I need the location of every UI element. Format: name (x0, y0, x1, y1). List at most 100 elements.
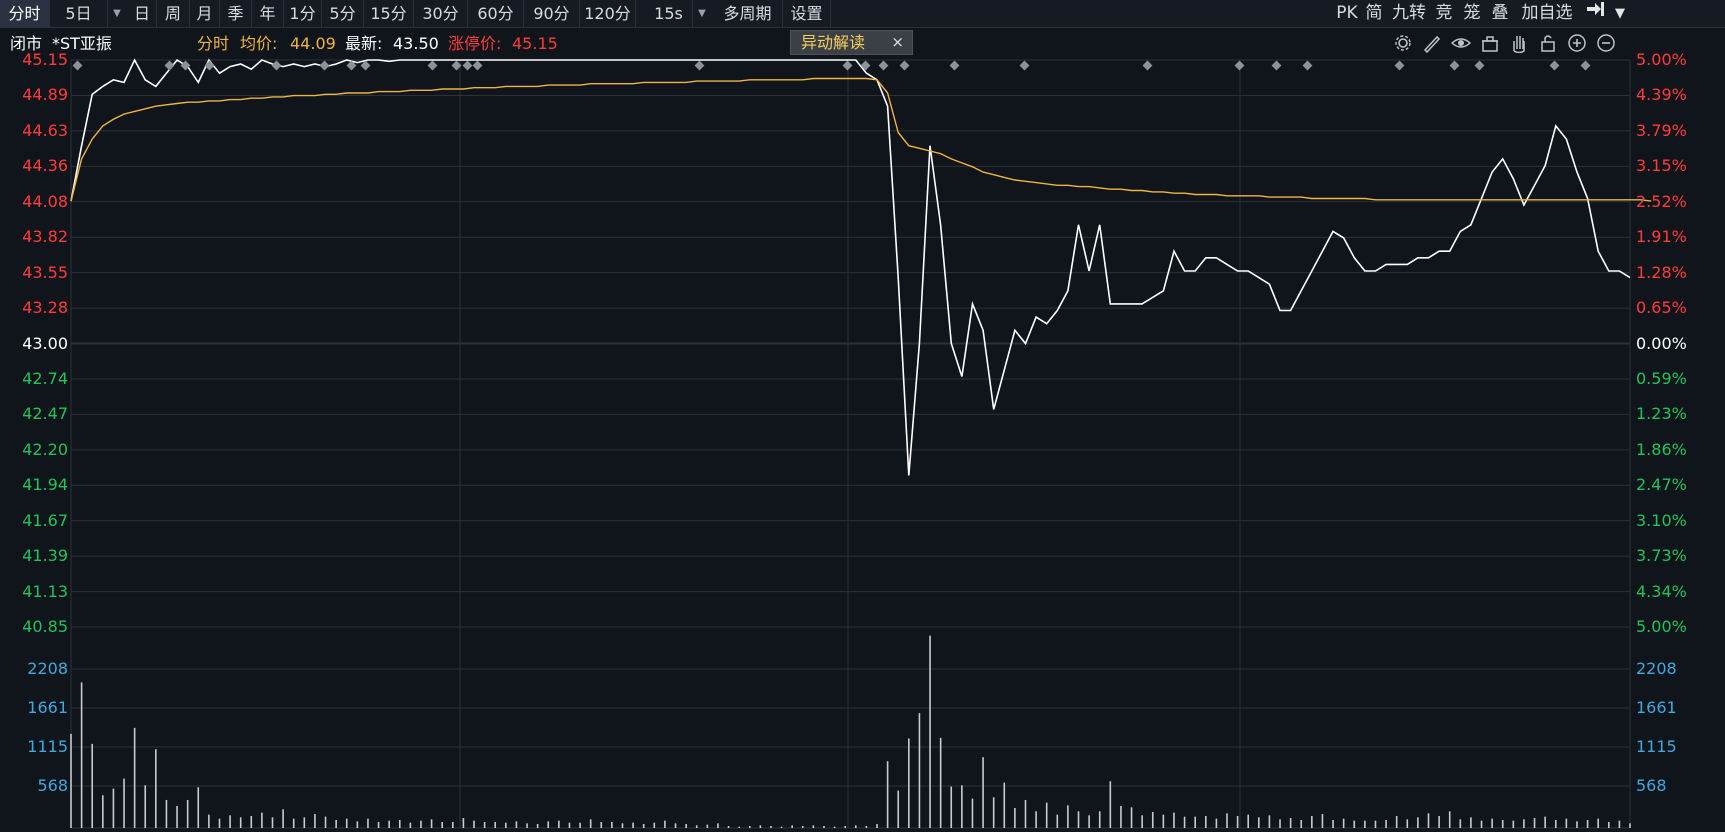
tab-13[interactable]: 90分 (524, 0, 580, 27)
volume-axis-label: 568 (37, 776, 68, 795)
pct-axis-label: 0.00% (1636, 333, 1687, 353)
price-axis-label: 43.00 (22, 333, 68, 353)
event-marker-icon (899, 60, 910, 71)
volume-axis-label: 1661 (27, 698, 68, 717)
pct-axis-label: 1.86% (1636, 439, 1687, 459)
avg-price-label: 均价: (240, 34, 278, 53)
gear-icon[interactable] (1392, 33, 1414, 53)
price-axis-label: 43.82 (22, 227, 68, 247)
eye-icon[interactable] (1450, 33, 1472, 53)
price-axis-label: 44.63 (22, 120, 68, 140)
toolbar-bid-button[interactable]: 竞 (1435, 3, 1453, 23)
pin-sidebar-icon[interactable] (1584, 0, 1608, 27)
price-axis-label: 41.67 (22, 510, 68, 530)
price-axis-label: 41.94 (22, 475, 68, 495)
pct-axis-label: 4.39% (1636, 85, 1687, 105)
event-marker-icon (1580, 60, 1591, 71)
pct-axis-label: 2.52% (1636, 191, 1687, 211)
price-axis-label: 44.89 (22, 85, 68, 105)
zoom-in-icon[interactable] (1566, 33, 1588, 53)
event-marker-icon (860, 60, 871, 71)
pct-axis-label: 2.47% (1636, 475, 1687, 495)
tab-16[interactable]: 多周期 (713, 0, 783, 27)
tab-5[interactable]: 月 (190, 0, 220, 27)
period-toolbar: 分时 5日日周月季年 1分 5分 15分 30分 60分 90分 120分 15s 多周期 设置 ▼ ▼ P… (0, 0, 1725, 28)
lock-icon[interactable] (1537, 33, 1559, 53)
volume-axis-label-right: 1661 (1636, 698, 1677, 717)
avg-price-line (70, 77, 1652, 202)
tab-9[interactable]: 5分 (322, 0, 364, 27)
pct-axis-label: 5.00% (1636, 50, 1687, 69)
close-icon[interactable]: × (891, 33, 904, 51)
event-marker-icon (878, 60, 889, 71)
tab-7[interactable]: 年 (252, 0, 284, 27)
price-axis-label: 44.36 (22, 156, 68, 176)
pct-axis-label: 0.65% (1636, 298, 1687, 318)
pct-axis-label: 1.28% (1636, 262, 1687, 282)
event-marker-icon (164, 60, 175, 71)
tab-1[interactable]: 分时 (0, 0, 50, 27)
anomaly-notice[interactable]: 异动解读 × (790, 30, 913, 55)
tab-10[interactable]: 15分 (364, 0, 414, 27)
toolbar-pk-button[interactable]: PK (1336, 3, 1358, 23)
price-axis-label: 42.20 (22, 439, 68, 459)
tab-14[interactable]: 120分 (580, 0, 636, 27)
lock-box-icon[interactable] (1479, 33, 1501, 53)
toolbar-nine-turn-button[interactable]: 九转 (1392, 3, 1426, 23)
stock-name: *ST亚振 (52, 34, 112, 53)
limit-up-label: 涨停价: (448, 34, 502, 53)
event-marker-icon (427, 60, 438, 71)
event-marker-icon (72, 60, 83, 71)
tab-11[interactable]: 30分 (414, 0, 468, 27)
price-axis-label: 43.28 (22, 298, 68, 318)
pct-axis-label: 3.73% (1636, 546, 1687, 566)
event-marker-icon (1142, 60, 1153, 71)
toolbar-add-watchlist-button[interactable]: 加自选 (1521, 3, 1573, 23)
5day-dropdown-icon[interactable]: ▼ (113, 8, 121, 19)
event-marker-icon (694, 60, 705, 71)
event-marker-icon (1394, 60, 1405, 71)
price-axis-label: 41.39 (22, 546, 68, 566)
volume-axis-label-right: 2208 (1636, 659, 1677, 678)
event-marker-icon (842, 60, 853, 71)
toolbar-overlay-button[interactable]: 叠 (1491, 3, 1509, 23)
tab-3[interactable]: 日 (128, 0, 157, 27)
chart-mode: 分时 (197, 34, 230, 53)
pct-axis-label: 1.23% (1636, 404, 1687, 424)
more-dropdown-icon[interactable]: ▼ (1615, 6, 1625, 21)
pct-axis-label: 3.15% (1636, 156, 1687, 176)
pct-axis-label: 3.10% (1636, 510, 1687, 530)
tab-15[interactable]: 15s (645, 0, 693, 27)
tab-2[interactable]: 5日 (50, 0, 108, 27)
event-marker-icon (204, 60, 215, 71)
pen-icon[interactable] (1421, 33, 1443, 54)
pct-axis-label: 5.00% (1636, 617, 1687, 636)
tab-4[interactable]: 周 (157, 0, 190, 27)
event-marker-icon (1474, 60, 1485, 71)
latest-price-label: 最新: (345, 34, 383, 53)
event-marker-icon (1271, 60, 1282, 71)
event-marker-icon (180, 60, 191, 71)
15s-dropdown-icon[interactable]: ▼ (698, 8, 706, 19)
toolbar-simple-button[interactable]: 简 (1365, 3, 1383, 23)
market-status: 闭市 (10, 34, 43, 53)
tab-8[interactable]: 1分 (284, 0, 322, 27)
event-marker-icon (1234, 60, 1245, 71)
zoom-out-icon[interactable] (1595, 33, 1617, 53)
event-marker-icon (1449, 60, 1460, 71)
price-line (70, 58, 1631, 476)
event-marker-icon (1549, 60, 1560, 71)
event-marker-icon (949, 60, 960, 71)
price-axis-label: 45.15 (22, 50, 68, 69)
tab-12[interactable]: 60分 (468, 0, 524, 27)
price-axis-label: 41.13 (22, 581, 68, 601)
event-marker-icon (271, 60, 282, 71)
hand-icon[interactable] (1508, 33, 1530, 54)
event-marker-icon (1019, 60, 1030, 71)
tab-6[interactable]: 季 (220, 0, 252, 27)
tab-17[interactable]: 设置 (783, 0, 831, 27)
toolbar-cage-button[interactable]: 笼 (1463, 3, 1481, 23)
event-marker-icon (319, 60, 330, 71)
price-axis-label: 42.74 (22, 368, 68, 388)
